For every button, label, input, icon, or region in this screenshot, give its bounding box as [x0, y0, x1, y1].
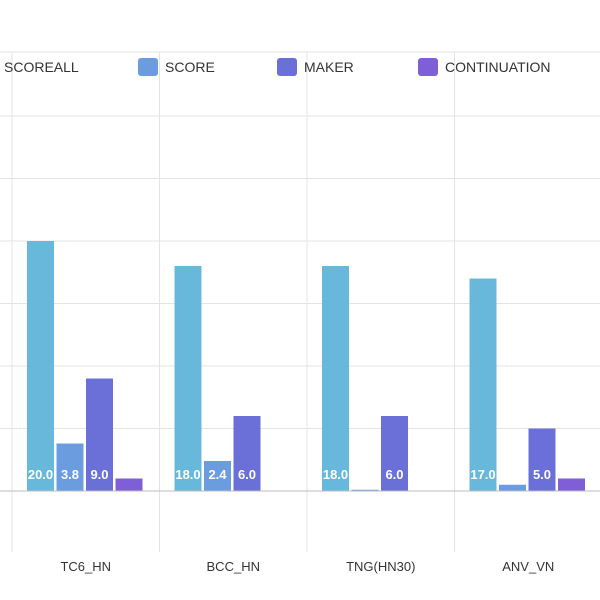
bar: [322, 266, 349, 491]
bar-value-label: 18.0: [323, 467, 348, 482]
bar: [351, 489, 379, 491]
bar-value-label: 9.0: [90, 467, 108, 482]
legend: SCOREALL SCORE MAKER CONTINUATION: [4, 58, 551, 76]
bar: [27, 241, 54, 491]
bar: [469, 278, 497, 491]
bar-value-label: 18.0: [175, 467, 200, 482]
legend-label: CONTINUATION: [445, 59, 551, 75]
x-tick-label: ANV_VN: [502, 559, 554, 574]
bar: [528, 428, 556, 491]
legend-label: SCOREALL: [4, 59, 79, 75]
legend-swatch: [138, 58, 158, 76]
bar: [558, 478, 585, 491]
bar: [174, 266, 202, 491]
bar: [233, 416, 261, 491]
bar-value-label: 5.0: [533, 467, 551, 482]
grid-lines: [0, 51, 600, 552]
bar-value-label: 6.0: [385, 467, 403, 482]
x-tick-label: BCC_HN: [207, 559, 260, 574]
bar: [204, 461, 231, 491]
bar-value-label: 2.4: [208, 467, 227, 482]
legend-swatch: [277, 58, 297, 76]
bar-value-label: 3.8: [61, 467, 79, 482]
bar: [381, 416, 408, 491]
bar: [86, 378, 113, 491]
legend-label: MAKER: [304, 59, 354, 75]
legend-swatch: [418, 58, 438, 76]
x-tick-label: TNG(HN30): [346, 559, 415, 574]
legend-label: SCORE: [165, 59, 215, 75]
bar-value-label: 17.0: [470, 467, 495, 482]
bar-value-label: 6.0: [238, 467, 256, 482]
bar: [56, 443, 84, 491]
x-tick-label: TC6_HN: [60, 559, 111, 574]
x-axis-ticks: TC6_HN BCC_HN TNG(HN30) ANV_VN: [60, 559, 554, 574]
bar-value-label: 20.0: [28, 467, 53, 482]
bar: [499, 484, 526, 491]
bar-labels: 20.0 3.8 9.0 18.0 2.4 6.0 18.0 6.0 17.0 5.0: [28, 467, 551, 482]
bars: [27, 241, 585, 491]
bar: [115, 478, 143, 491]
